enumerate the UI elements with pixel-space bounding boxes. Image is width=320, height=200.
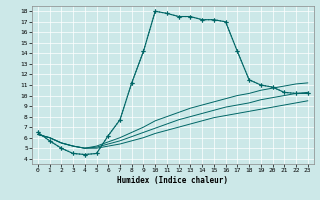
X-axis label: Humidex (Indice chaleur): Humidex (Indice chaleur): [117, 176, 228, 185]
